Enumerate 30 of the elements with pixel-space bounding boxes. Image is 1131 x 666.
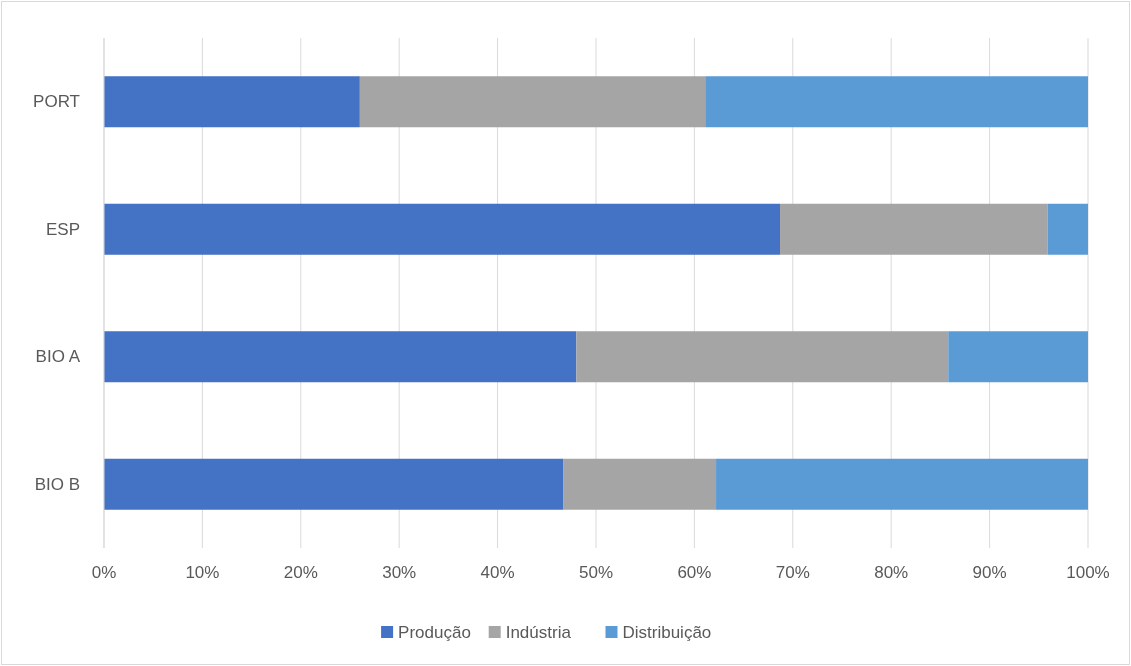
bar: [104, 458, 564, 510]
x-tick-label: 10%: [185, 563, 220, 582]
y-tick-label: BIO A: [35, 347, 81, 367]
bar: [104, 331, 577, 383]
bar: [104, 203, 781, 255]
bar: [716, 458, 1088, 510]
x-tick-label: 70%: [775, 563, 810, 582]
bar: [104, 76, 360, 128]
y-tick-label: BIO B: [34, 474, 80, 494]
x-tick-label: 90%: [972, 563, 1007, 582]
y-tick-label: PORT: [33, 92, 80, 112]
x-tick-label: 40%: [480, 563, 515, 582]
x-tick-label: 0%: [91, 563, 117, 582]
legend-label: Indústria: [505, 622, 572, 642]
bar: [359, 76, 706, 128]
bar: [948, 331, 1088, 383]
legend-label: Distribuição: [622, 622, 712, 642]
legend-label: Produção: [398, 622, 471, 642]
x-tick-label: 50%: [578, 563, 614, 582]
x-tick-label: 100%: [1066, 563, 1110, 582]
bar: [563, 458, 717, 510]
bar: [705, 76, 1088, 128]
y-tick-label: ESP: [45, 219, 80, 239]
bar: [576, 331, 949, 383]
bar: [780, 203, 1048, 255]
bar: [1047, 203, 1088, 255]
x-tick-label: 30%: [382, 563, 417, 582]
x-tick-label: 80%: [874, 563, 909, 582]
x-tick-label: 20%: [283, 563, 318, 582]
x-tick-label: 60%: [677, 563, 712, 582]
